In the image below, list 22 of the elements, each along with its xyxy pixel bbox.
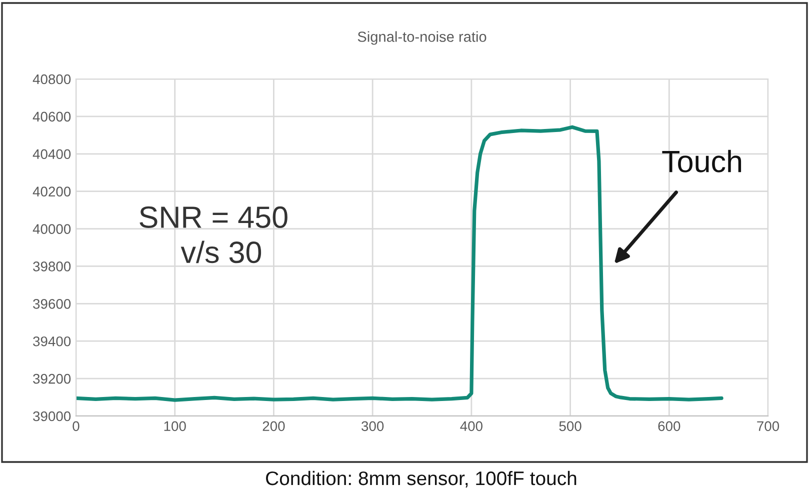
x-tick-label: 500: [559, 421, 582, 432]
y-tick-label: 39200: [33, 374, 71, 384]
y-tick-label: 40600: [32, 112, 71, 122]
annotation: Touch: [662, 150, 742, 172]
x-tick-label: 600: [658, 421, 680, 432]
x-tick-label: 100: [164, 421, 186, 432]
y-tick-label: 40000: [32, 224, 71, 234]
x-tick-label: 700: [757, 421, 780, 432]
y-tick-label: 39400: [33, 336, 71, 346]
y-tick-label: 40400: [32, 149, 71, 160]
y-tick-label: 40800: [32, 74, 71, 84]
x-tick-label: 200: [262, 421, 285, 432]
y-tick-label: 39600: [33, 299, 71, 309]
x-tick-label: 300: [362, 421, 384, 432]
chart-title: Signal-to-noise ratio: [358, 31, 486, 45]
y-tick-label: 39800: [33, 262, 71, 272]
text: Condition: 8mm sensor, 100fF touch: [266, 470, 576, 488]
annotation: SNR = 450 v/s 30: [140, 206, 288, 264]
y-tick-label: 39000: [33, 411, 71, 422]
y-tick-label: 40200: [32, 186, 71, 197]
x-tick-label: 400: [460, 421, 482, 432]
x-tick-label: 0: [72, 421, 80, 432]
